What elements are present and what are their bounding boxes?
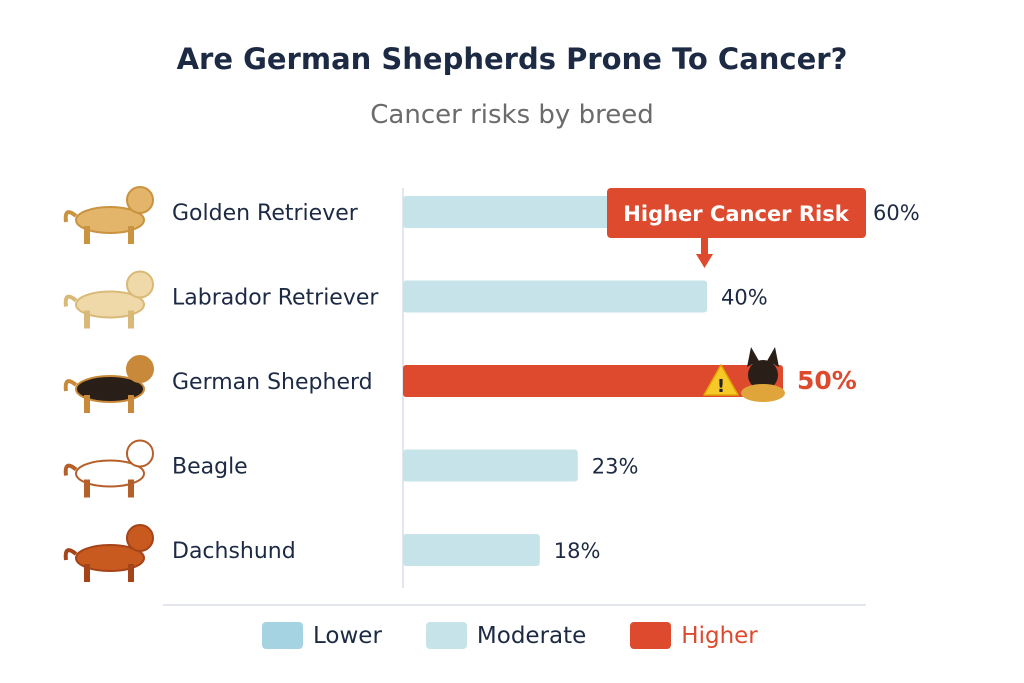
value-label: 50% — [797, 366, 857, 395]
legend-swatch-moderate — [425, 622, 467, 649]
dog-illustration-icon — [63, 524, 154, 582]
dog-leg — [84, 395, 90, 413]
legend: Lower Moderate Higher — [262, 622, 758, 649]
legend-swatch-higher — [630, 622, 672, 649]
category-label: Labrador Retriever — [172, 286, 379, 311]
dog-leg — [128, 564, 134, 582]
dog-body — [75, 206, 145, 234]
warning-icon: ! — [703, 364, 739, 397]
category-label: Dachshund — [172, 539, 296, 564]
dog-leg — [128, 479, 134, 498]
warning-mark: ! — [717, 376, 725, 397]
arrow-down-icon — [696, 254, 713, 268]
dog-head — [126, 186, 154, 214]
dog-head — [126, 270, 154, 299]
dog-head — [126, 439, 154, 468]
dog-collar — [741, 384, 785, 402]
legend-item-higher: Higher — [630, 622, 758, 649]
chart-subtitle: Cancer risks by breed — [370, 100, 654, 130]
category-label: Golden Retriever — [172, 201, 359, 226]
callout-box — [607, 188, 866, 238]
dog-tail — [63, 548, 78, 561]
dog-illustration-icon — [63, 355, 154, 413]
bar-dachshund — [403, 534, 540, 566]
bar-labrador-retriever — [403, 280, 707, 313]
dog-head — [126, 524, 154, 552]
value-label: 23% — [592, 455, 639, 479]
annotation-callout: Higher Cancer Risk — [607, 188, 866, 268]
dog-illustration-icon — [63, 270, 154, 329]
dog-leg — [84, 310, 90, 329]
dog-leg — [84, 479, 90, 498]
value-label: 40% — [721, 286, 768, 310]
dog-face — [748, 360, 778, 390]
category-label: Beagle — [172, 455, 248, 480]
dog-leg — [128, 395, 134, 413]
value-label: 18% — [554, 539, 601, 563]
dog-head — [126, 355, 154, 383]
dog-illustration-icon — [63, 186, 154, 244]
dog-body — [75, 544, 145, 572]
legend-label: Lower — [313, 622, 382, 649]
dog-tail — [63, 210, 78, 223]
dog-body — [75, 375, 145, 403]
dog-body — [75, 459, 145, 488]
dog-body — [75, 290, 145, 319]
dog-tail — [63, 294, 78, 307]
warning-triangle — [703, 364, 739, 396]
callout-text: Higher Cancer Risk — [623, 202, 849, 226]
dog-leg — [128, 310, 134, 329]
legend-item-lower: Lower — [262, 622, 382, 649]
legend-item-moderate: Moderate — [425, 622, 587, 649]
bar-beagle — [403, 449, 578, 482]
legend-label: Higher — [681, 622, 758, 649]
category-label: German Shepherd — [172, 370, 373, 395]
bar-german-shepherd — [403, 365, 783, 397]
dog-tail — [63, 463, 78, 476]
dog-leg — [128, 226, 134, 244]
value-label: 60% — [873, 201, 920, 225]
dog-tail — [63, 379, 78, 392]
callout-arrow-stem — [701, 238, 708, 254]
german-shepherd-head-icon — [741, 347, 785, 402]
dog-leg — [84, 564, 90, 582]
dog-ears — [747, 347, 779, 367]
chart-title: Are German Shepherds Prone To Cancer? — [176, 42, 848, 76]
legend-swatch-lower — [262, 622, 303, 649]
legend-label: Moderate — [476, 622, 587, 649]
dog-leg — [84, 226, 90, 244]
dog-illustration-icon — [63, 439, 154, 498]
